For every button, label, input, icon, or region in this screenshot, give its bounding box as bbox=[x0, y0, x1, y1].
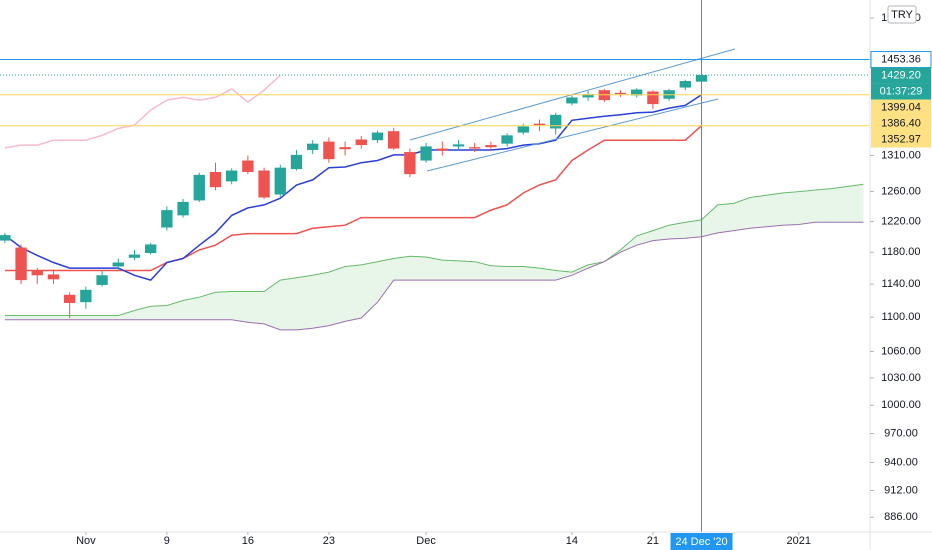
y-tick-label: 1260.00 bbox=[881, 185, 921, 197]
y-tick-label: 1100.00 bbox=[882, 311, 921, 323]
candle-body bbox=[517, 126, 529, 133]
candle-body bbox=[647, 91, 659, 105]
candle-body bbox=[96, 275, 108, 285]
candle-body bbox=[533, 123, 546, 126]
y-tick-label: 1060.00 bbox=[881, 345, 921, 357]
candle-body bbox=[404, 152, 416, 175]
candle-body bbox=[452, 144, 465, 147]
indicator-line bbox=[4, 94, 702, 281]
candle-body bbox=[161, 210, 173, 228]
price-tags: 1453.36 1429.20 01:37:29 1399.04 1386.40 1352… bbox=[870, 51, 932, 148]
candle-body bbox=[501, 135, 513, 144]
cloud-span-a bbox=[4, 183, 864, 316]
candle-body bbox=[47, 274, 60, 280]
candle-body bbox=[63, 294, 76, 303]
candle-body bbox=[631, 89, 643, 96]
candle-body bbox=[258, 170, 270, 198]
price-tag-label: 1429.20 bbox=[881, 69, 921, 81]
x-tick-label: 16 bbox=[242, 535, 254, 547]
x-tick-label: Dec bbox=[416, 535, 436, 547]
candle-body bbox=[566, 97, 578, 104]
candle-body bbox=[193, 174, 205, 201]
indicator-line bbox=[4, 74, 281, 149]
candle-body bbox=[355, 139, 367, 146]
currency-label: TRY bbox=[891, 9, 913, 21]
x-tick-label: Nov bbox=[76, 535, 96, 547]
candle-body bbox=[469, 147, 481, 149]
candle-body bbox=[420, 146, 432, 161]
y-tick-label: 886.00 bbox=[884, 511, 918, 523]
plot-area bbox=[0, 73, 864, 331]
y-tick-label: 1310.00 bbox=[881, 149, 921, 161]
price-tag-label: 1386.40 bbox=[881, 117, 921, 129]
overlay bbox=[0, 0, 870, 532]
price-tag-box bbox=[871, 67, 931, 84]
crosshair-time-label: 24 Dec '20 bbox=[675, 536, 727, 548]
currency-box[interactable] bbox=[887, 5, 917, 24]
y-tick-label: 940.00 bbox=[884, 456, 918, 468]
x-tick-label: 21 bbox=[647, 535, 659, 547]
candle-body bbox=[307, 143, 319, 150]
candle-body bbox=[242, 160, 254, 172]
candle-body bbox=[0, 235, 11, 241]
candle-body bbox=[582, 94, 594, 98]
indicator-line bbox=[4, 125, 703, 272]
candle-body bbox=[128, 254, 141, 258]
candle-body bbox=[614, 92, 627, 95]
candle-body bbox=[550, 114, 562, 129]
candle-body bbox=[339, 147, 351, 150]
cloud-fill bbox=[4, 184, 864, 330]
trend-channel-lower bbox=[426, 98, 719, 172]
candle-body bbox=[371, 132, 384, 141]
price-tag-label: 1453.36 bbox=[881, 53, 921, 65]
countdown-label: 01:37:29 bbox=[880, 85, 923, 97]
x-tick-label: 2021 bbox=[786, 535, 810, 547]
candle-body bbox=[274, 167, 286, 195]
y-tick-label: 970.00 bbox=[884, 427, 918, 439]
candle-body bbox=[290, 154, 303, 170]
price-tag-box bbox=[871, 99, 931, 116]
price-tag-box bbox=[871, 131, 931, 148]
crosshair-time-box bbox=[670, 533, 733, 550]
candle-body bbox=[145, 244, 157, 254]
candle-body bbox=[388, 131, 400, 149]
cloud-span-b bbox=[4, 221, 864, 331]
x-tick-label: 14 bbox=[566, 535, 578, 547]
candle-body bbox=[177, 201, 189, 216]
candle-body bbox=[31, 270, 43, 276]
price-tag-label: 1352.97 bbox=[881, 133, 921, 145]
x-tick-label: 23 bbox=[323, 535, 335, 547]
candle-body bbox=[226, 170, 238, 182]
candle-body bbox=[436, 148, 448, 151]
candle-body bbox=[80, 289, 92, 303]
axes: 886.00 912.00 940.00 970.00 1000.00 1030.00 10… bbox=[76, 12, 921, 550]
candle-body bbox=[15, 247, 27, 281]
candle-body bbox=[112, 262, 124, 267]
countdown-box bbox=[871, 83, 931, 100]
y-tick-label: 1140.00 bbox=[882, 278, 921, 290]
candle-body bbox=[485, 145, 497, 148]
candle-body bbox=[323, 141, 335, 160]
candle-body bbox=[209, 171, 222, 188]
y-tick-label: 912.00 bbox=[884, 484, 918, 496]
y-tick-label: 1000.00 bbox=[881, 399, 921, 411]
price-tag-label: 1399.04 bbox=[881, 101, 921, 113]
candle-body bbox=[679, 81, 691, 88]
price-tag-box bbox=[871, 115, 931, 132]
y-tick-label: 1030.00 bbox=[881, 372, 921, 384]
x-tick-label: 9 bbox=[164, 535, 170, 547]
y-tick-label: 1180.00 bbox=[882, 246, 921, 258]
y-tick-label: 1220.00 bbox=[881, 215, 921, 227]
